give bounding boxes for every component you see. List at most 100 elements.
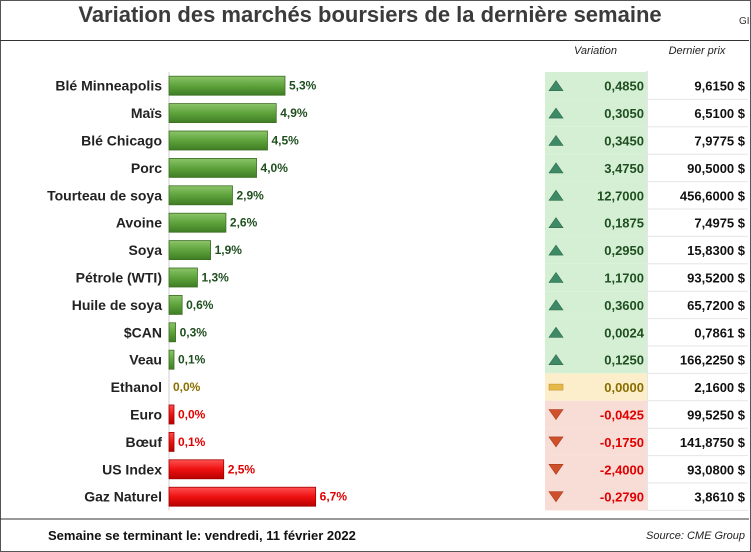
price-value: 9,6150 $	[694, 79, 745, 94]
category-label: Avoine	[116, 215, 162, 231]
category-label: Blé Minneapolis	[55, 78, 162, 94]
up-triangle-icon	[548, 271, 564, 283]
title-separator	[0, 40, 749, 41]
variation-value: 0,3050	[604, 106, 644, 121]
chart-title: Variation des marchés boursiers de la de…	[78, 2, 662, 27]
variation-cell	[545, 181, 647, 209]
variation-value: 1,1700	[604, 271, 644, 286]
variation-cell	[545, 455, 647, 483]
price-value: 90,5000 $	[687, 161, 746, 176]
week-label: Semaine se terminant le: vendredi, 11 fé…	[48, 528, 356, 543]
bar-value-label: 0,3%	[180, 325, 208, 339]
category-label: Bœuf	[125, 434, 162, 450]
bar	[168, 431, 175, 452]
bar-value-label: 4,0%	[261, 161, 289, 175]
variation-value: 0,0024	[604, 325, 645, 340]
price-value: 99,5250 $	[687, 408, 746, 423]
variation-value: 12,7000	[597, 188, 644, 203]
bar	[168, 130, 268, 151]
bar	[168, 294, 183, 315]
variation-value: 0,2950	[604, 243, 644, 258]
variation-cell	[545, 209, 647, 237]
bar-value-label: 0,1%	[178, 353, 206, 367]
variation-cell	[545, 154, 647, 182]
variation-cell	[545, 318, 647, 346]
bar	[168, 267, 198, 288]
bar-value-label: 0,1%	[178, 435, 206, 449]
variation-value: 0,0000	[604, 380, 644, 395]
price-value: 7,9775 $	[694, 134, 745, 149]
bar-value-label: 1,9%	[215, 243, 243, 257]
category-label: Soya	[129, 242, 163, 258]
bar-value-label: 5,3%	[289, 79, 317, 93]
bar	[168, 75, 286, 96]
bar	[168, 322, 176, 343]
down-triangle-icon	[548, 491, 564, 503]
bar	[168, 157, 257, 178]
bar	[168, 185, 233, 206]
category-label: $CAN	[124, 324, 162, 340]
category-label: Ethanol	[111, 379, 162, 395]
bar	[168, 212, 227, 233]
bar-value-label: 0,0%	[173, 380, 201, 394]
bar-value-label: 0,6%	[186, 298, 214, 312]
price-value: 65,7200 $	[687, 298, 746, 313]
bar-value-label: 2,6%	[230, 216, 258, 230]
category-label: Gaz Naturel	[84, 489, 162, 505]
bar	[168, 459, 225, 480]
corner-text: GI	[739, 16, 750, 27]
bar	[168, 103, 277, 123]
category-label: Porc	[131, 160, 162, 176]
price-value: 2,1600 $	[694, 380, 745, 395]
variation-cell	[545, 346, 647, 374]
price-value: 93,5200 $	[687, 271, 746, 286]
price-value: 166,2250 $	[680, 353, 746, 368]
category-label: Pétrole (WTI)	[76, 270, 162, 286]
variation-value: -0,2790	[600, 490, 644, 505]
bar-value-label: 4,9%	[280, 106, 308, 120]
variation-cell	[545, 400, 647, 429]
variation-column-header: Variation	[573, 45, 617, 57]
price-value: 6,5100 $	[694, 106, 745, 121]
price-value: 15,8300 $	[687, 243, 746, 258]
up-triangle-icon	[548, 162, 564, 174]
price-value: 141,8750 $	[680, 435, 746, 450]
bar-value-label: 6,7%	[320, 490, 348, 504]
up-triangle-icon	[548, 217, 564, 228]
up-triangle-icon	[548, 107, 564, 119]
down-triangle-icon	[548, 409, 564, 421]
up-triangle-icon	[548, 134, 564, 146]
category-label: Tourteau de soya	[47, 187, 162, 203]
variation-cell	[545, 291, 647, 319]
variation-value: 0,4850	[604, 79, 644, 94]
variation-value: 0,1250	[604, 353, 644, 368]
variation-cell	[545, 483, 647, 511]
bar-value-label: 0,0%	[178, 408, 206, 422]
variation-cell	[545, 236, 647, 264]
up-triangle-icon	[548, 299, 564, 311]
variation-cell	[545, 99, 647, 127]
variation-value: -2,4000	[600, 462, 644, 477]
down-triangle-icon	[548, 436, 564, 448]
up-triangle-icon	[548, 354, 564, 366]
source-label: Source: CME Group	[646, 530, 746, 542]
bar-value-label: 1,3%	[201, 271, 229, 285]
price-value: 7,4975 $	[694, 216, 745, 231]
up-triangle-icon	[548, 189, 564, 201]
category-label: Blé Chicago	[81, 133, 162, 149]
price-value: 0,7861 $	[694, 325, 745, 340]
up-triangle-icon	[548, 326, 564, 338]
variation-cell	[545, 126, 647, 155]
bar	[168, 486, 317, 507]
variation-value: 3,4750	[604, 161, 644, 176]
up-triangle-icon	[548, 244, 564, 256]
category-label: Euro	[130, 407, 162, 423]
down-triangle-icon	[548, 463, 564, 475]
price-value: 93,0800 $	[687, 462, 746, 477]
bar-value-label: 2,9%	[236, 188, 264, 202]
price-value: 3,8610 $	[694, 490, 745, 505]
category-label: Veau	[129, 352, 162, 368]
bar-value-label: 2,5%	[228, 462, 256, 476]
variation-cell	[545, 72, 647, 100]
price-column-header: Dernier prix	[668, 45, 726, 57]
